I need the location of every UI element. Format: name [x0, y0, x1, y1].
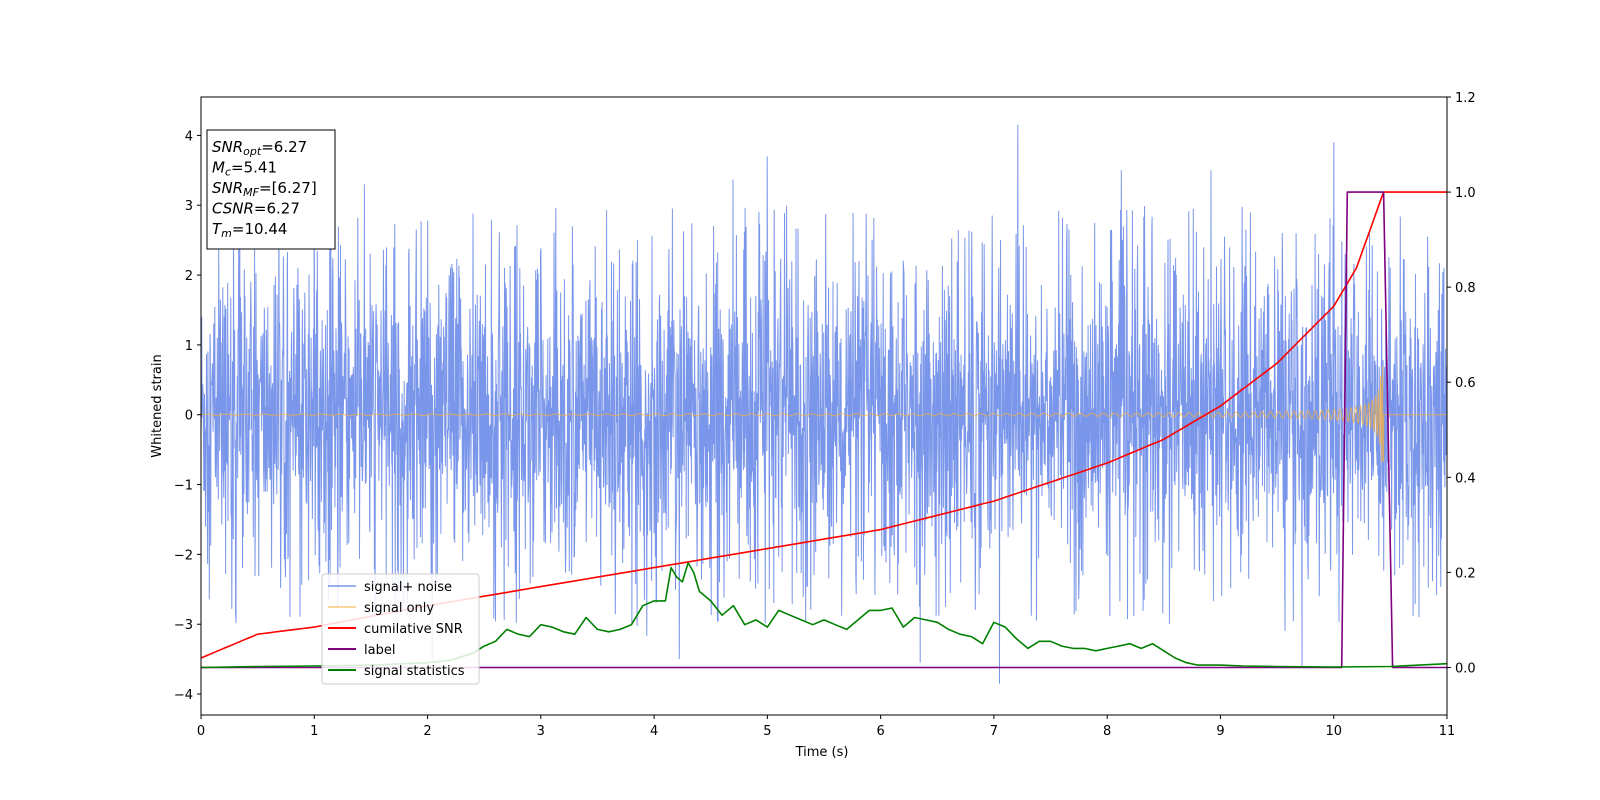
legend-label-cumilative-snr: cumilative SNR [364, 622, 463, 637]
y-left-tick-label: 0 [185, 409, 193, 424]
x-tick-label: 7 [990, 724, 998, 739]
legend-label-signal-noise: signal+ noise [364, 580, 452, 595]
x-tick-label: 1 [310, 724, 318, 739]
plot-frame [200, 96, 1448, 716]
series-line-signal-statistics [201, 562, 1447, 669]
y-left-tick-label: −4 [174, 688, 193, 703]
x-tick-label: 3 [537, 724, 545, 739]
x-tick-label: 11 [1439, 724, 1456, 739]
y-left-tick-label: 3 [185, 199, 193, 214]
x-tick-label: 5 [763, 724, 771, 739]
y-left-tick-label: −1 [174, 479, 193, 494]
x-tick-label: 8 [1103, 724, 1111, 739]
y-right-tick-label: 0.8 [1455, 281, 1476, 296]
y-right-tick-label: 1.2 [1455, 91, 1476, 106]
y-right-tick-label: 0.4 [1455, 471, 1476, 486]
x-tick-label: 2 [423, 724, 431, 739]
x-axis: 0 1 2 3 4 5 6 7 8 9 10 11 [197, 715, 1455, 739]
y-right-tick-label: 0.6 [1455, 376, 1476, 391]
x-tick-label: 4 [650, 724, 658, 739]
series-line-signal-only [201, 365, 1447, 463]
x-tick-label: 0 [197, 724, 205, 739]
legend-label-signal-statistics: signal statistics [364, 664, 465, 679]
y-left-tick-label: 2 [185, 269, 193, 284]
y-right-tick-label: 0.2 [1455, 566, 1476, 581]
y-right-tick-label: 0.0 [1455, 661, 1476, 676]
annotation-line: Mc=5.41 [212, 159, 277, 179]
y-left-tick-label: 4 [185, 129, 193, 144]
series-line-label [201, 191, 1447, 669]
legend-frame [321, 573, 480, 685]
y-axis-right: 0.0 0.2 0.4 0.6 0.8 1.0 1.2 [1447, 91, 1476, 676]
legend: signal+ noise signal only cumilative SNR la… [321, 573, 480, 685]
annotation-frame [206, 129, 336, 250]
y-left-tick-label: −2 [174, 548, 193, 563]
x-axis-title: Time (s) [795, 745, 849, 760]
y-axis-title: Whitened strain [150, 354, 165, 457]
legend-label-label: label [364, 643, 395, 658]
annotation-line: SNRopt=6.27 [212, 138, 307, 158]
x-tick-label: 6 [876, 724, 884, 739]
x-tick-label: 9 [1216, 724, 1224, 739]
annotation-line: Tm=10.44 [212, 220, 287, 240]
signal-only-series [201, 365, 1447, 463]
annotation-line: CSNR=6.27 [212, 200, 300, 218]
y-left-tick-label: 1 [185, 339, 193, 354]
y-axis-left: −4 −3 −2 −1 0 1 2 3 4 [174, 129, 201, 703]
legend-label-signal-only: signal only [364, 601, 434, 616]
y-right-tick-label: 1.0 [1455, 186, 1476, 201]
y-left-tick-label: −3 [174, 618, 193, 633]
annotation-line: SNRMF=[6.27] [212, 179, 317, 199]
x-tick-label: 10 [1325, 724, 1342, 739]
